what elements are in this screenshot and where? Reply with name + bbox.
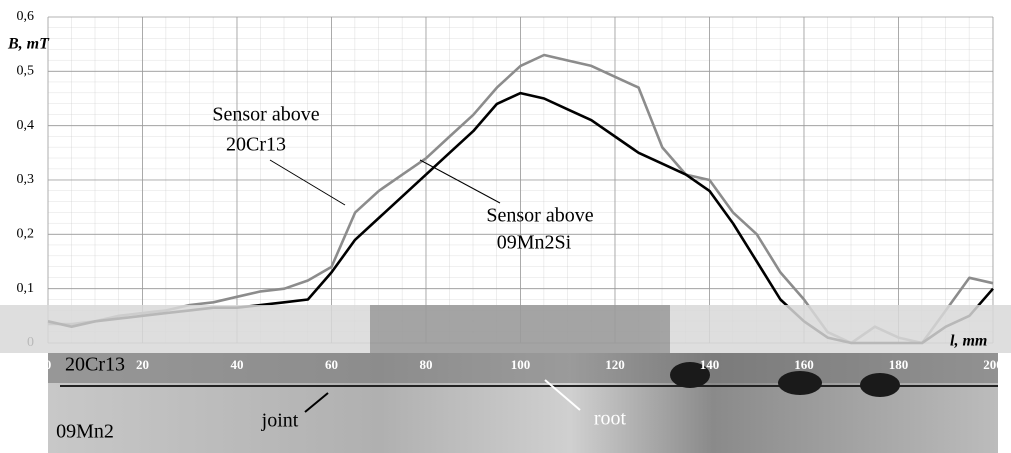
x-axis-label: l, mm	[950, 333, 987, 350]
x-tick-label: 20	[136, 357, 149, 372]
annotation: root	[594, 408, 627, 430]
x-tick-label: 180	[889, 357, 909, 372]
annotation: Sensor above	[212, 104, 319, 126]
photo-weld	[48, 353, 998, 383]
y-tick-label: 0,5	[17, 64, 35, 79]
y-tick-label: 0,2	[17, 227, 35, 242]
y-tick-label: 0,6	[17, 9, 35, 24]
x-tick-label: 200	[983, 357, 1003, 372]
photo-dark	[370, 305, 670, 353]
arrow	[544, 379, 581, 411]
annotation: Sensor above	[486, 205, 593, 227]
x-tick-label: 140	[700, 357, 720, 372]
x-tick-label: 80	[420, 357, 433, 372]
annotation: 20Cr13	[226, 134, 286, 156]
x-tick-label: 160	[794, 357, 814, 372]
leader	[269, 159, 346, 206]
annotation: 09Mn2	[56, 421, 114, 443]
photo-scale	[0, 305, 1011, 353]
weld-spots	[670, 362, 900, 397]
y-axis-label: B, mT	[7, 36, 50, 53]
x-tick-label: 60	[325, 357, 338, 372]
x-tick-label: 120	[605, 357, 625, 372]
y-tick-label: 0,4	[17, 118, 35, 133]
y-tick-label: 0,1	[17, 281, 35, 296]
x-tick-label: 40	[231, 357, 244, 372]
x-tick-label: 0	[45, 357, 52, 372]
leader	[419, 159, 501, 204]
annotation: joint	[261, 410, 299, 432]
y-tick-label: 0,3	[17, 172, 35, 187]
arrow	[304, 392, 329, 413]
annotation: 20Cr13	[65, 354, 125, 376]
annotation: 09Mn2Si	[497, 232, 572, 254]
x-tick-label: 100	[511, 357, 531, 372]
